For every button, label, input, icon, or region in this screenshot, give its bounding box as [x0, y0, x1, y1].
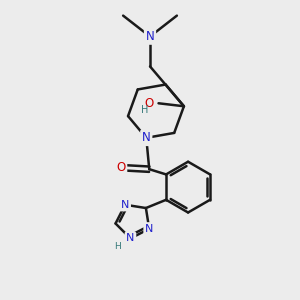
Text: H: H	[115, 242, 121, 251]
Text: N: N	[145, 224, 153, 234]
Text: N: N	[146, 30, 154, 43]
Text: O: O	[116, 161, 125, 174]
Text: H: H	[140, 105, 148, 115]
Text: N: N	[121, 200, 129, 210]
Text: O: O	[145, 97, 154, 110]
Text: N: N	[142, 131, 151, 144]
Text: N: N	[126, 233, 135, 243]
